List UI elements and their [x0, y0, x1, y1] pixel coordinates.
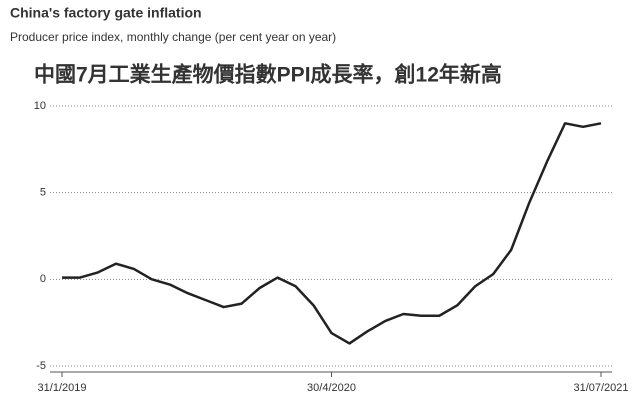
- x-tick-label: 31/1/2019: [38, 382, 87, 394]
- y-tick-label: 5: [40, 187, 46, 199]
- y-tick-label: 10: [34, 100, 46, 112]
- chart-subtitle: Producer price index, monthly change (pe…: [10, 30, 336, 44]
- y-tick-label: 0: [40, 273, 46, 285]
- line-series: [62, 122, 602, 345]
- annotation: 中國7月工業生產物價指數PPI成長率，創12年新高: [34, 63, 502, 87]
- y-tick-label: -5: [36, 360, 46, 372]
- chart-title: China's factory gate inflation: [10, 5, 202, 21]
- x-tick-label: 30/4/2020: [307, 382, 356, 394]
- x-tick-label: 31/07/2021: [573, 382, 628, 394]
